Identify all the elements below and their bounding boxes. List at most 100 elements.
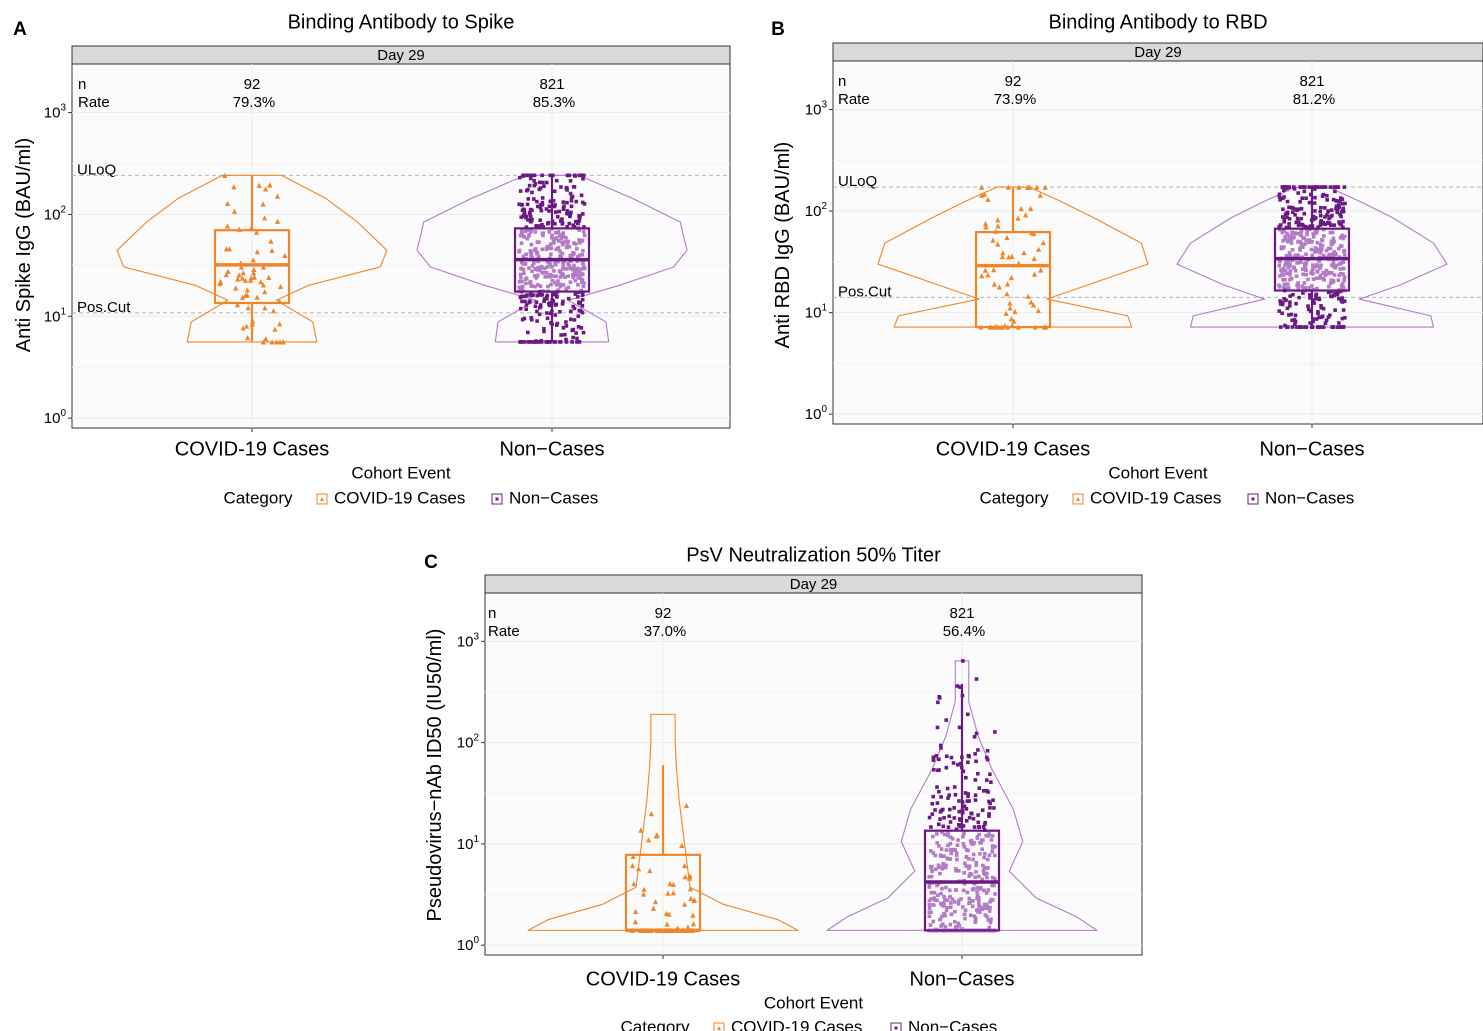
- group-n-value: 92: [1005, 73, 1022, 90]
- data-point: [576, 221, 580, 226]
- data-point: [969, 811, 973, 816]
- data-point: [1318, 220, 1323, 224]
- data-point: [1287, 251, 1292, 255]
- data-point: [1314, 317, 1319, 321]
- data-point: [578, 301, 583, 306]
- panel-label: A: [13, 19, 27, 40]
- data-point: [951, 761, 956, 765]
- data-point: [554, 302, 559, 307]
- y-tick-base: 10: [805, 406, 822, 423]
- data-point: [1340, 233, 1344, 238]
- data-point: [1285, 231, 1289, 236]
- data-point: [531, 173, 535, 178]
- y-tick-exponent: 1: [821, 303, 827, 314]
- data-point: [1321, 270, 1326, 275]
- data-point: [251, 270, 257, 276]
- data-point: [217, 280, 223, 287]
- data-point: [561, 273, 566, 278]
- data-point: [968, 913, 973, 918]
- data-point: [1018, 205, 1024, 212]
- data-point: [565, 209, 570, 213]
- data-point: [973, 875, 977, 880]
- data-point: [1310, 239, 1314, 244]
- data-point: [1302, 281, 1307, 285]
- data-point: [982, 220, 989, 227]
- data-point: [1316, 225, 1320, 229]
- data-point: [558, 340, 563, 344]
- data-point: [931, 851, 936, 855]
- data-point: [570, 194, 575, 199]
- data-point: [565, 243, 570, 248]
- data-point: [1288, 262, 1292, 266]
- data-point: [631, 881, 637, 887]
- data-point: [539, 264, 544, 269]
- data-point: [1287, 313, 1291, 317]
- data-point: [544, 180, 549, 185]
- data-point: [1311, 214, 1316, 219]
- data-point: [1330, 230, 1335, 235]
- data-point: [1299, 242, 1304, 247]
- data-point: [961, 888, 966, 893]
- data-point: [996, 284, 1002, 290]
- data-point: [1342, 278, 1346, 283]
- data-point: [949, 755, 954, 760]
- data-point: [682, 862, 688, 869]
- data-point: [974, 860, 979, 865]
- data-point: [526, 173, 530, 178]
- data-point: [927, 914, 932, 919]
- data-point: [638, 827, 644, 833]
- data-point: [581, 330, 586, 335]
- data-point: [1304, 272, 1309, 277]
- data-point: [961, 824, 966, 828]
- data-point: [1332, 291, 1337, 296]
- data-point: [1283, 235, 1287, 239]
- data-point: [958, 761, 963, 766]
- data-point: [581, 173, 586, 178]
- data-point: [554, 247, 559, 252]
- data-point: [942, 911, 946, 916]
- data-point: [956, 921, 961, 926]
- data-point: [535, 268, 540, 272]
- data-point: [1298, 240, 1303, 244]
- data-point: [567, 244, 572, 249]
- data-point: [935, 725, 940, 730]
- data-point: [988, 900, 992, 904]
- data-point: [974, 759, 978, 764]
- data-point: [931, 758, 936, 762]
- data-point: [517, 249, 521, 254]
- data-point: [559, 333, 563, 337]
- data-point: [568, 214, 572, 219]
- data-point: [1325, 198, 1329, 202]
- data-point: [1012, 308, 1018, 314]
- data-point: [1338, 267, 1342, 271]
- data-point: [244, 292, 250, 298]
- data-point: [1310, 284, 1314, 288]
- data-point: [1313, 216, 1318, 220]
- data-point: [569, 204, 574, 209]
- data-point: [581, 284, 586, 289]
- data-point: [953, 848, 957, 852]
- data-point: [1295, 231, 1299, 236]
- data-point: [981, 191, 988, 197]
- data-point: [990, 237, 996, 243]
- data-point: [521, 207, 526, 212]
- data-point: [1318, 273, 1323, 278]
- data-point: [940, 830, 944, 835]
- data-point: [1296, 240, 1300, 244]
- data-point: [685, 924, 691, 930]
- data-point: [1287, 238, 1292, 242]
- reference-line-label: Pos.Cut: [77, 299, 131, 316]
- data-point: [967, 866, 971, 871]
- y-tick-exponent: 0: [60, 408, 66, 419]
- data-point: [1308, 293, 1312, 297]
- data-point: [961, 769, 966, 774]
- data-point: [1338, 199, 1342, 203]
- data-point: [946, 830, 950, 834]
- y-tick-exponent: 0: [473, 935, 479, 946]
- data-point: [571, 251, 575, 255]
- data-point: [1025, 293, 1031, 299]
- data-point: [1278, 198, 1282, 202]
- data-point: [1298, 325, 1302, 329]
- y-tick-exponent: 1: [473, 834, 479, 845]
- data-point: [561, 299, 565, 304]
